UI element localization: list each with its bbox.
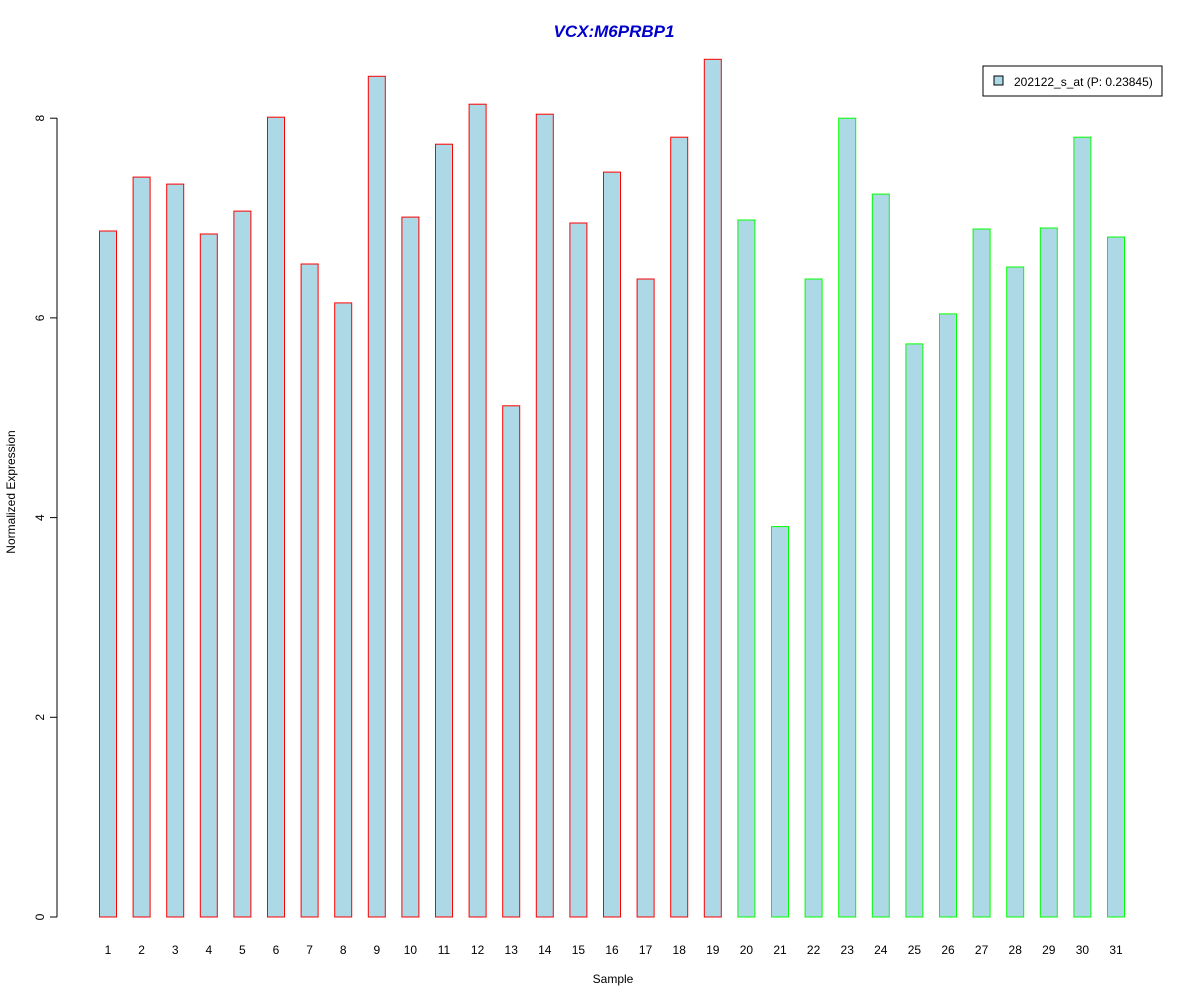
x-tick-label: 23 bbox=[841, 943, 855, 957]
x-tick-label: 30 bbox=[1076, 943, 1090, 957]
y-axis-label: Normalized Expression bbox=[4, 430, 18, 553]
bar-sample-16 bbox=[603, 171, 621, 918]
x-tick-labels: 1 2 3 4 5 6 7 8 9 10 11 12 13 14 15 16 17 18 19 20 21 22 23 24 2… bbox=[105, 943, 1123, 957]
x-tick-label: 29 bbox=[1042, 943, 1056, 957]
x-tick-label: 13 bbox=[505, 943, 519, 957]
bar-sample-5 bbox=[233, 210, 252, 918]
bar-sample-17 bbox=[636, 278, 655, 918]
bar-sample-23 bbox=[838, 117, 857, 918]
bar-sample-19 bbox=[703, 58, 722, 918]
y-tick-label: 6 bbox=[33, 314, 47, 321]
bar-sample-30 bbox=[1073, 136, 1092, 918]
x-tick-label: 22 bbox=[807, 943, 821, 957]
y-tick-label: 2 bbox=[33, 714, 47, 721]
bar-sample-2 bbox=[132, 176, 151, 918]
x-tick-label: 28 bbox=[1009, 943, 1023, 957]
legend: 202122_s_at (P: 0.23845) bbox=[982, 65, 1163, 97]
bar-sample-3 bbox=[166, 183, 185, 918]
bar-sample-29 bbox=[1039, 227, 1058, 918]
bar-sample-8 bbox=[334, 302, 353, 918]
bars-group bbox=[99, 58, 1125, 918]
x-tick-label: 12 bbox=[471, 943, 485, 957]
bar-sample-31 bbox=[1107, 236, 1125, 918]
y-axis: 0 2 4 6 8 bbox=[33, 115, 58, 920]
bar-sample-6 bbox=[267, 116, 285, 918]
bar-sample-9 bbox=[367, 75, 386, 918]
y-tick-label: 8 bbox=[33, 115, 47, 122]
legend-entry: 202122_s_at (P: 0.23845) bbox=[1014, 75, 1153, 89]
x-tick-label: 20 bbox=[740, 943, 754, 957]
y-tick-label: 0 bbox=[33, 913, 47, 920]
bar-sample-4 bbox=[199, 233, 218, 918]
bar-sample-10 bbox=[401, 216, 420, 918]
x-tick-label: 31 bbox=[1109, 943, 1123, 957]
bar-sample-15 bbox=[569, 222, 588, 918]
x-tick-label: 27 bbox=[975, 943, 989, 957]
x-tick-label: 11 bbox=[438, 943, 451, 957]
bar-sample-20 bbox=[737, 219, 756, 918]
x-tick-label: 6 bbox=[273, 943, 280, 957]
x-tick-label: 7 bbox=[306, 943, 313, 957]
y-tick-label: 4 bbox=[33, 514, 47, 521]
x-tick-label: 2 bbox=[138, 943, 145, 957]
x-tick-label: 25 bbox=[908, 943, 922, 957]
x-tick-label: 4 bbox=[205, 943, 212, 957]
x-tick-label: 9 bbox=[373, 943, 380, 957]
x-tick-label: 8 bbox=[340, 943, 347, 957]
bar-sample-7 bbox=[300, 263, 319, 918]
bar-sample-13 bbox=[502, 405, 521, 918]
bar-sample-26 bbox=[939, 313, 957, 918]
bar-sample-22 bbox=[804, 278, 823, 918]
x-tick-label: 21 bbox=[773, 943, 787, 957]
bar-sample-25 bbox=[905, 343, 924, 918]
x-axis-label: Sample bbox=[593, 972, 634, 986]
x-tick-label: 16 bbox=[605, 943, 619, 957]
bar-sample-27 bbox=[972, 228, 991, 918]
chart-title: VCX:M6PRBP1 bbox=[554, 22, 675, 41]
x-tick-label: 3 bbox=[172, 943, 179, 957]
bar-sample-1 bbox=[99, 230, 117, 918]
x-tick-label: 1 bbox=[105, 943, 112, 957]
bar-sample-21 bbox=[771, 526, 789, 918]
bar-sample-18 bbox=[670, 136, 689, 918]
x-tick-label: 19 bbox=[706, 943, 720, 957]
bar-sample-14 bbox=[535, 113, 554, 918]
x-tick-label: 14 bbox=[538, 943, 552, 957]
x-tick-label: 17 bbox=[639, 943, 653, 957]
x-tick-label: 10 bbox=[404, 943, 418, 957]
bar-sample-12 bbox=[468, 103, 487, 918]
x-tick-label: 26 bbox=[941, 943, 955, 957]
legend-box bbox=[982, 65, 1163, 97]
x-tick-label: 18 bbox=[673, 943, 687, 957]
bar-sample-11 bbox=[435, 143, 453, 918]
x-tick-label: 5 bbox=[239, 943, 246, 957]
bar-sample-28 bbox=[1006, 266, 1025, 918]
legend-swatch bbox=[993, 75, 1004, 86]
x-tick-label: 24 bbox=[874, 943, 888, 957]
bar-sample-24 bbox=[871, 193, 890, 918]
x-tick-label: 15 bbox=[572, 943, 586, 957]
